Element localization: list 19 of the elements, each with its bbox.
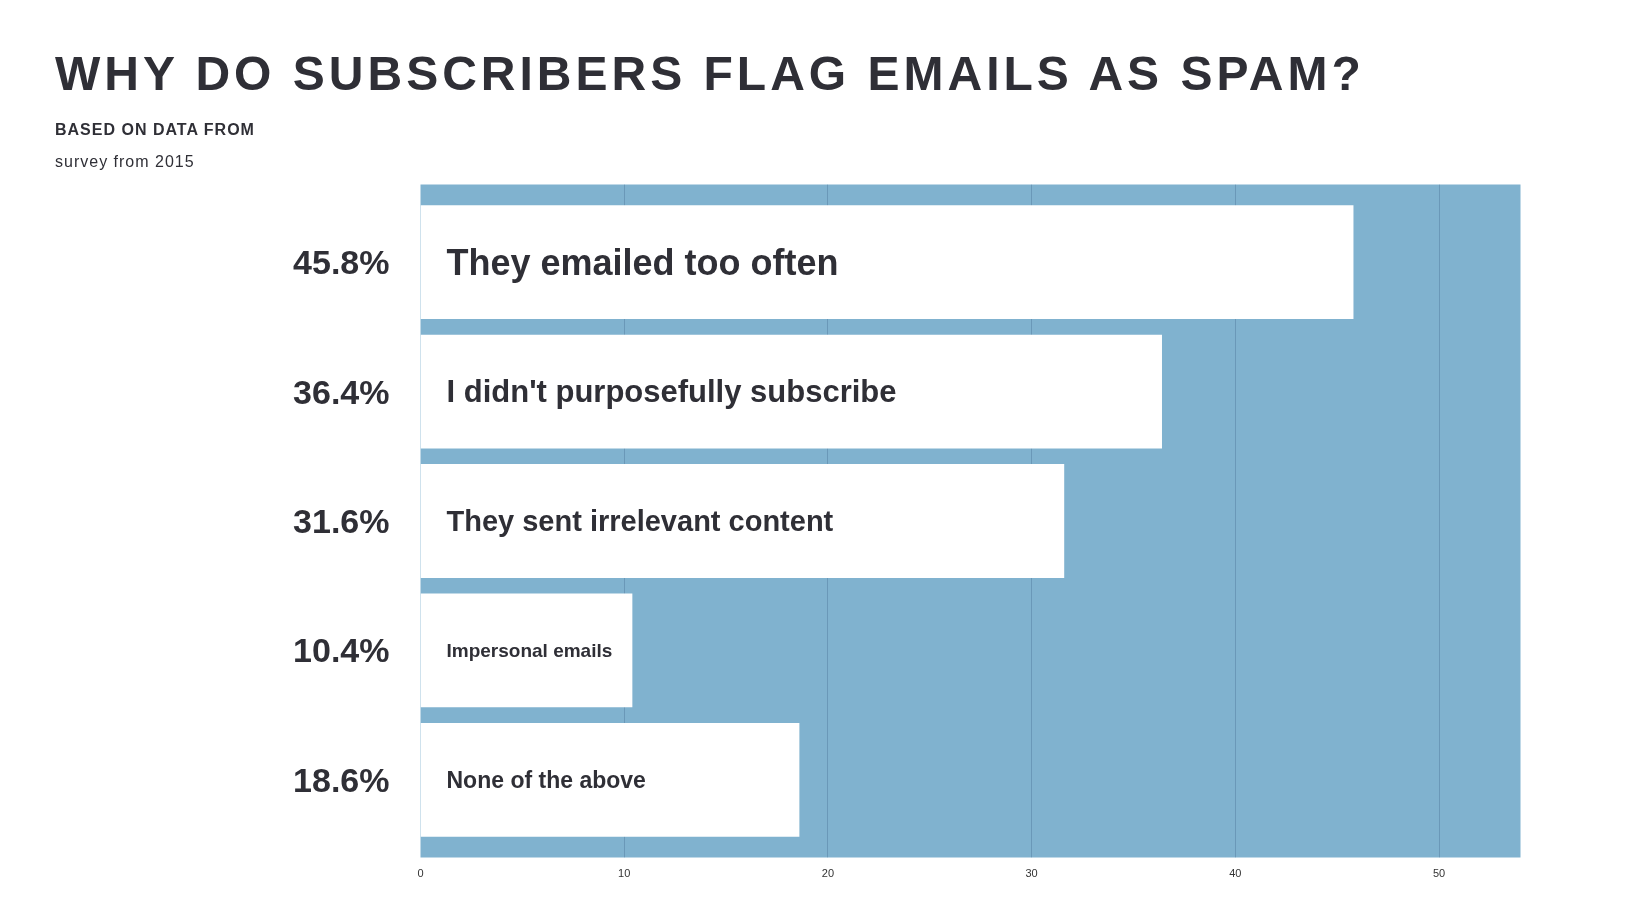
data-label: 18.6%: [293, 761, 390, 800]
x-tick-label: 10: [618, 866, 631, 879]
y-tick-label: I didn't purposefully subscribe: [446, 374, 897, 410]
y-tick-label: None of the above: [446, 767, 646, 794]
data-label: 36.4%: [293, 372, 390, 411]
x-tick-label: 20: [821, 866, 835, 879]
text: survey from 2015: [55, 152, 195, 173]
x-tick-label: 0: [417, 866, 424, 879]
x-tick-label: 40: [1229, 866, 1242, 879]
x-tick-label: 30: [1025, 866, 1038, 879]
x-tick-label: 50: [1432, 866, 1446, 879]
y-tick-label: They sent irrelevant content: [446, 505, 834, 538]
chart-title: WHY DO SUBSCRIBERS FLAG EMAILS AS SPAM?: [55, 46, 1365, 102]
y-tick-label: Impersonal emails: [446, 640, 613, 662]
text: BASED ON DATA FROM: [55, 119, 255, 140]
data-label: 45.8%: [293, 243, 390, 282]
y-tick-label: They emailed too often: [446, 241, 839, 283]
data-label: 10.4%: [293, 631, 390, 670]
data-label: 31.6%: [293, 502, 390, 541]
